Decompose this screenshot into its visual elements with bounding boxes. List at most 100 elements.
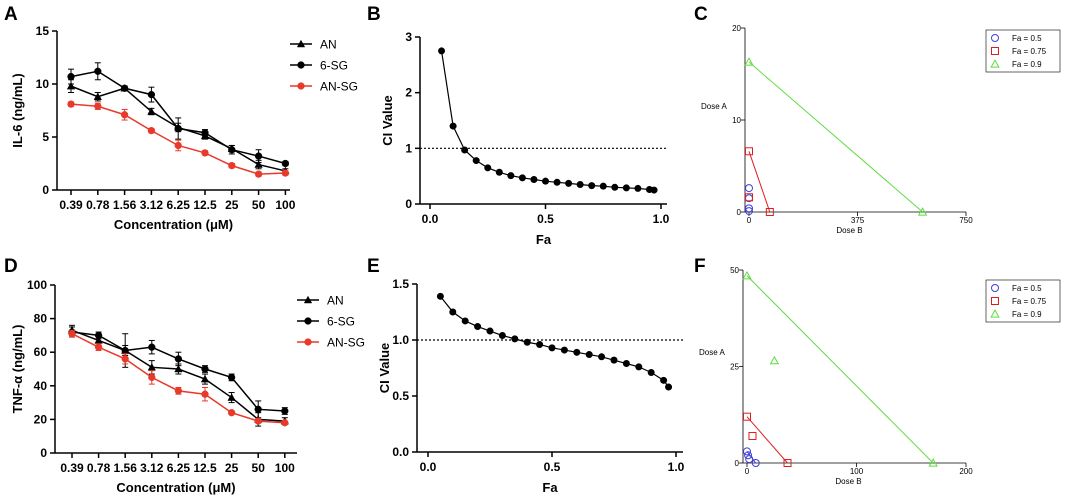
data-point <box>94 67 102 75</box>
data-point <box>201 149 209 157</box>
y-tick-label: 0 <box>737 208 742 217</box>
legend-marker <box>304 338 312 346</box>
data-point <box>665 383 673 391</box>
isobole-line <box>748 61 923 213</box>
data-point <box>576 181 584 189</box>
y-tick-label: 5 <box>42 130 49 144</box>
series-an-sg: AN-SG <box>68 329 365 427</box>
series-an-sg: AN-SG <box>67 80 358 178</box>
data-point <box>611 183 619 191</box>
data-point <box>174 364 183 373</box>
y-axis-label: Dose A <box>699 348 725 357</box>
data-point <box>472 157 480 165</box>
panel-f: F 0 25 50 0 100 200 Dose B Dose A Fa = 0.5 Fa = 0.… <box>694 256 1061 486</box>
y-tick-label: 60 <box>34 345 48 359</box>
data-point <box>174 141 182 150</box>
data-point <box>507 172 515 180</box>
data-point <box>745 204 753 213</box>
x-tick-label: 0.78 <box>86 198 110 212</box>
data-point <box>121 346 129 355</box>
data-point <box>744 57 754 66</box>
legend-marker <box>990 59 1000 68</box>
series-line <box>71 329 285 422</box>
data-point <box>745 207 753 216</box>
panel-label: C <box>694 4 708 25</box>
y-tick-label: 3 <box>405 30 412 44</box>
data-point <box>634 184 642 192</box>
x-tick-label: 25 <box>225 461 239 475</box>
legend-marker <box>297 82 305 90</box>
data-point <box>573 348 581 356</box>
x-tick-label: 1.0 <box>653 212 670 226</box>
data-point <box>917 207 928 216</box>
x-tick-label: 1.56 <box>114 461 138 475</box>
x-tick-label: 6.25 <box>167 461 191 475</box>
y-tick-label: 15 <box>36 24 50 38</box>
y-tick-label: 20 <box>732 24 741 33</box>
legend-label: Fa = 0.9 <box>1012 60 1042 69</box>
data-point <box>67 72 75 81</box>
y-tick-label: 50 <box>730 266 739 275</box>
data-point <box>928 458 938 467</box>
x-tick-label: 750 <box>959 216 973 225</box>
x-tick-label: 0.78 <box>87 461 111 475</box>
data-point <box>120 84 129 92</box>
x-tick-label: 100 <box>850 467 864 476</box>
x-tick-label: 1.0 <box>668 460 685 474</box>
y-tick-label: 10 <box>732 116 741 125</box>
x-tick-label: 0 <box>747 216 752 225</box>
legend-marker <box>303 295 313 304</box>
data-point <box>174 124 182 133</box>
data-point <box>438 47 446 55</box>
data-point <box>201 390 209 398</box>
data-point <box>484 164 492 172</box>
y-tick-label: 0 <box>42 183 49 197</box>
data-point <box>436 292 444 300</box>
data-point <box>254 152 263 160</box>
isobole-line <box>746 416 788 464</box>
panel-label: E <box>367 256 380 277</box>
data-point <box>565 179 573 187</box>
data-point <box>461 146 469 154</box>
panel-d: D 0 20 40 60 80 100 0.39 0.78 1.56 3.12 6.25 12.5 25 5… <box>4 256 365 495</box>
data-point <box>542 177 549 185</box>
x-tick-label: 12.5 <box>193 198 217 212</box>
x-axis-label: Concentration (μM) <box>116 480 235 495</box>
data-point <box>67 100 75 108</box>
x-tick-label: 100 <box>275 198 295 212</box>
legend-marker <box>991 34 999 42</box>
data-point <box>281 419 289 427</box>
data-point <box>635 363 643 371</box>
x-tick-label: 0.5 <box>544 460 561 474</box>
series-an: AN <box>67 294 344 427</box>
series-line <box>439 295 670 388</box>
x-tick-label: 0.39 <box>59 198 83 212</box>
x-tick-label: 0.0 <box>420 460 437 474</box>
data-point <box>647 368 655 376</box>
legend-marker <box>991 297 999 305</box>
x-tick-label: 3.12 <box>140 461 164 475</box>
data-point <box>560 346 568 354</box>
data-point <box>254 405 262 413</box>
legend-marker <box>304 317 312 325</box>
x-axis-label: Dose B <box>836 226 862 235</box>
data-point <box>518 174 526 182</box>
y-axis-label: Dose A <box>701 102 727 111</box>
y-tick-label: 1 <box>405 141 412 155</box>
data-point <box>745 193 753 202</box>
data-point <box>744 451 753 460</box>
x-tick-label: 50 <box>252 461 266 475</box>
legend-marker <box>991 47 999 55</box>
y-tick-label: 25 <box>730 363 739 372</box>
series-line <box>71 333 285 424</box>
x-tick-label: 0.39 <box>60 461 84 475</box>
data-point <box>147 90 156 99</box>
data-point <box>486 327 494 335</box>
data-point <box>449 308 457 316</box>
data-point <box>120 111 129 119</box>
panel-a: A 0 5 10 15 0.39 0.78 1.56 3.12 6.25 12.5 25 50 100 Co… <box>4 4 358 232</box>
panel-c: C 0 10 20 0 375 750 Dose B Dose A Fa = 0.5 Fa = 0.… <box>694 4 1061 235</box>
data-point <box>461 317 469 325</box>
x-tick-label: 100 <box>275 461 295 475</box>
series-line <box>440 50 655 191</box>
